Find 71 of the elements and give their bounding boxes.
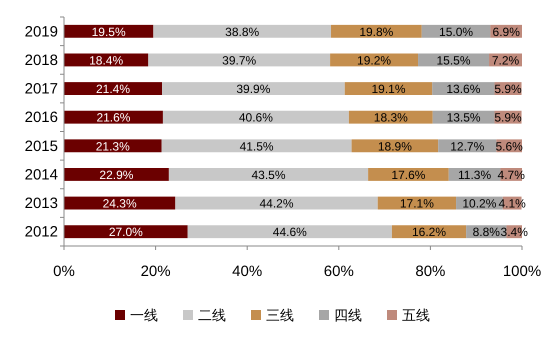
legend-label: 一线 — [130, 307, 158, 323]
data-label: 17.1% — [400, 196, 434, 211]
data-label: 5.9% — [494, 110, 522, 125]
data-label: 11.3% — [458, 168, 492, 182]
bar — [64, 196, 176, 210]
data-label: 17.6% — [391, 168, 426, 182]
data-label: 24.3% — [102, 196, 137, 211]
data-label: 18.4% — [89, 53, 124, 68]
data-label: 12.7% — [450, 139, 485, 154]
legend-label: 二线 — [198, 307, 226, 323]
x-tick-label: 100% — [502, 263, 542, 280]
data-label: 5.9% — [494, 82, 522, 96]
y-tick-label: 2012 — [24, 224, 58, 241]
y-tick-label: 2014 — [24, 166, 58, 184]
data-label: 44.6% — [272, 225, 308, 240]
data-label: 21.4% — [96, 82, 130, 96]
data-label: 22.9% — [99, 168, 134, 182]
data-label: 39.9% — [236, 82, 271, 96]
data-label: 41.5% — [240, 139, 274, 154]
x-tick-label: 60% — [324, 263, 354, 280]
data-label: 13.6% — [446, 82, 481, 96]
bar — [64, 168, 169, 181]
legend-label: 四线 — [334, 307, 362, 323]
legend-label: 五线 — [402, 307, 430, 323]
bar — [64, 82, 162, 96]
data-label: 6.9% — [492, 24, 520, 39]
data-label: 38.8% — [225, 24, 260, 39]
bar — [64, 110, 163, 124]
data-label: 19.8% — [359, 24, 394, 39]
bar — [162, 139, 352, 152]
bar — [64, 139, 162, 152]
bar — [162, 82, 345, 96]
y-tick-label: 2018 — [24, 52, 58, 69]
data-label: 13.5% — [446, 110, 481, 125]
x-tick-label: 80% — [415, 263, 446, 280]
data-label: 15.5% — [436, 53, 471, 68]
x-tick-label: 20% — [140, 263, 171, 280]
bar — [330, 53, 418, 66]
data-label: 19.1% — [371, 82, 406, 96]
x-tick-label: 40% — [232, 263, 262, 280]
bar — [188, 225, 392, 238]
bar — [378, 196, 456, 210]
data-label: 7.2% — [492, 53, 520, 68]
y-tick-label: 2017 — [24, 80, 58, 98]
data-label: 8.8% — [472, 225, 500, 240]
data-label: 27.0% — [108, 225, 144, 240]
data-label: 44.2% — [259, 196, 294, 211]
data-label: 21.6% — [96, 110, 131, 125]
data-label: 18.9% — [378, 139, 412, 154]
data-label: 21.3% — [96, 139, 130, 154]
data-label: 19.5% — [92, 24, 126, 39]
bar — [175, 196, 378, 210]
y-tick-label: 2016 — [24, 109, 58, 126]
bar — [153, 24, 332, 38]
legend-label: 三线 — [266, 307, 294, 323]
y-tick-label: 2015 — [24, 138, 58, 155]
data-label: 19.2% — [357, 53, 392, 68]
bar — [64, 225, 188, 238]
data-label: 39.7% — [222, 53, 257, 68]
data-label: 10.2% — [462, 196, 497, 211]
data-label: 15.0% — [439, 24, 474, 39]
y-tick-label: 2019 — [24, 23, 58, 40]
data-label: 40.6% — [238, 110, 274, 125]
data-label: 16.2% — [412, 225, 446, 240]
data-label: 18.3% — [374, 110, 408, 125]
y-tick-label: 2013 — [24, 195, 58, 212]
bar — [148, 53, 330, 66]
data-label: 43.5% — [251, 168, 286, 182]
x-tick-label: 0% — [53, 263, 75, 280]
bar — [162, 110, 349, 124]
bar — [168, 168, 368, 181]
